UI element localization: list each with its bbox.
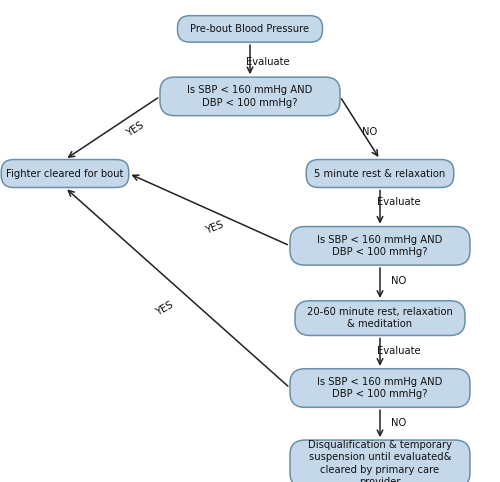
FancyBboxPatch shape: [295, 301, 465, 335]
Text: Pre-bout Blood Pressure: Pre-bout Blood Pressure: [190, 24, 310, 34]
FancyBboxPatch shape: [290, 369, 470, 407]
FancyBboxPatch shape: [306, 160, 454, 187]
Text: Is SBP < 160 mmHg AND
DBP < 100 mmHg?: Is SBP < 160 mmHg AND DBP < 100 mmHg?: [188, 85, 312, 107]
FancyBboxPatch shape: [290, 227, 470, 265]
Text: NO: NO: [391, 276, 406, 285]
Text: 5 minute rest & relaxation: 5 minute rest & relaxation: [314, 169, 446, 178]
FancyBboxPatch shape: [178, 15, 322, 42]
Text: Is SBP < 160 mmHg AND
DBP < 100 mmHg?: Is SBP < 160 mmHg AND DBP < 100 mmHg?: [318, 377, 442, 399]
Text: Disqualification & temporary
suspension until evaluated&
cleared by primary care: Disqualification & temporary suspension …: [308, 440, 452, 482]
FancyBboxPatch shape: [160, 77, 340, 116]
Text: NO: NO: [362, 127, 378, 136]
Text: YES: YES: [204, 220, 226, 236]
Text: Evaluate: Evaluate: [376, 198, 420, 207]
Text: Evaluate: Evaluate: [376, 346, 420, 356]
FancyBboxPatch shape: [2, 160, 129, 187]
Text: 20-60 minute rest, relaxation
& meditation: 20-60 minute rest, relaxation & meditati…: [307, 307, 453, 329]
FancyBboxPatch shape: [290, 440, 470, 482]
Text: Fighter cleared for bout: Fighter cleared for bout: [6, 169, 124, 178]
Text: YES: YES: [154, 299, 176, 318]
Text: YES: YES: [124, 120, 146, 138]
Text: Evaluate: Evaluate: [246, 57, 290, 67]
Text: NO: NO: [391, 418, 406, 428]
Text: Is SBP < 160 mmHg AND
DBP < 100 mmHg?: Is SBP < 160 mmHg AND DBP < 100 mmHg?: [318, 235, 442, 257]
